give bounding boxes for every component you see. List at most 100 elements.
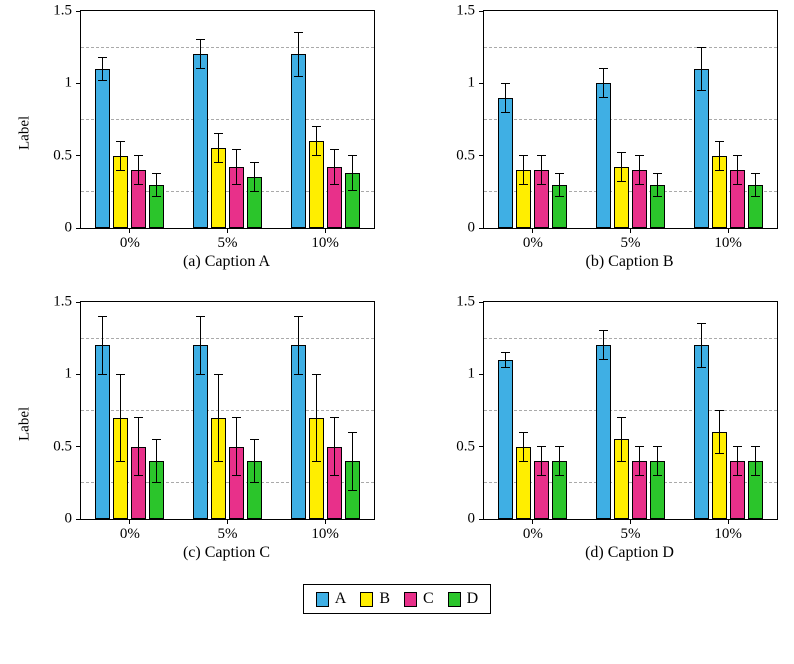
y-tick bbox=[479, 301, 484, 303]
y-tick bbox=[76, 446, 81, 448]
y-tick-label: 1 bbox=[467, 365, 476, 382]
error-bar bbox=[559, 446, 561, 476]
x-tick bbox=[630, 519, 631, 524]
error-bar bbox=[315, 374, 317, 462]
error-bar bbox=[523, 432, 525, 462]
legend-label: D bbox=[466, 590, 479, 607]
x-tick bbox=[630, 228, 631, 233]
y-axis-label bbox=[419, 301, 437, 546]
error-bar-cap bbox=[196, 373, 205, 375]
y-tick-label: 1.5 bbox=[53, 2, 72, 19]
gridline bbox=[484, 119, 777, 120]
error-bar-cap bbox=[617, 417, 626, 419]
error-bar bbox=[218, 374, 219, 462]
error-bar-cap bbox=[555, 172, 565, 174]
y-tick-label: 1.5 bbox=[456, 293, 475, 310]
x-tick bbox=[532, 228, 534, 233]
error-bar-cap bbox=[732, 475, 742, 477]
legend-swatch-D bbox=[447, 591, 461, 607]
y-tick bbox=[479, 446, 484, 448]
x-tick bbox=[532, 519, 534, 524]
y-tick bbox=[479, 227, 484, 229]
error-bar-cap bbox=[293, 75, 303, 77]
x-tick-label: 10% bbox=[714, 526, 742, 542]
gridline bbox=[81, 119, 374, 120]
error-bar-cap bbox=[696, 366, 706, 368]
error-bar-cap bbox=[134, 475, 144, 477]
subplot-d: 0 0.5 1 1.5 0% 5% 10% (d) Caption D bbox=[419, 294, 778, 562]
error-bar bbox=[236, 149, 237, 185]
error-bar-cap bbox=[134, 184, 144, 186]
error-bar bbox=[559, 173, 561, 197]
x-tick-label: 5% bbox=[217, 235, 238, 251]
error-bar bbox=[315, 126, 317, 156]
error-bar-cap bbox=[696, 90, 706, 92]
error-bar-cap bbox=[196, 39, 205, 41]
subplot-a: Label 0 0.5 1 1.5 0% 5% 10% (a) Caption A bbox=[16, 3, 375, 271]
y-tick-label: 0 bbox=[64, 219, 73, 236]
plot-area-d: 0 0.5 1 1.5 0% 5% 10% bbox=[456, 294, 778, 542]
error-bar bbox=[523, 155, 525, 185]
x-tick-label: 10% bbox=[714, 235, 742, 251]
error-bar bbox=[351, 155, 353, 191]
error-bar-cap bbox=[537, 184, 547, 186]
subplot-b-plot-row: 0 0.5 1 1.5 0% 5% 10% bbox=[419, 3, 778, 255]
error-bar-cap bbox=[501, 366, 511, 368]
plot-area-c: 0 0.5 1 1.5 0% 5% 10% bbox=[53, 294, 375, 542]
error-bar bbox=[505, 352, 507, 368]
error-bar-cap bbox=[152, 482, 162, 484]
error-bar-cap bbox=[214, 460, 223, 462]
error-bar-cap bbox=[732, 155, 742, 157]
y-tick bbox=[76, 82, 81, 84]
legend-swatch-B bbox=[360, 591, 374, 607]
bar-A bbox=[498, 97, 514, 228]
error-bar-cap bbox=[555, 475, 565, 477]
error-bar-cap bbox=[599, 359, 608, 361]
y-axis-label: Label bbox=[16, 115, 33, 150]
error-bar bbox=[754, 173, 756, 197]
error-bar bbox=[156, 439, 158, 483]
error-bar-cap bbox=[329, 149, 339, 151]
error-bar-cap bbox=[696, 46, 706, 48]
gridline bbox=[484, 337, 777, 339]
error-bar-cap bbox=[329, 417, 339, 419]
error-bar-cap bbox=[635, 446, 644, 448]
plot-area-a: 0 0.5 1 1.5 0% 5% 10% bbox=[53, 3, 375, 251]
y-tick bbox=[76, 155, 81, 157]
error-bar-cap bbox=[714, 410, 724, 411]
error-bar bbox=[333, 149, 335, 185]
y-tick-label: 1.5 bbox=[53, 293, 72, 310]
error-bar-cap bbox=[293, 32, 303, 34]
x-tick bbox=[227, 519, 228, 524]
subplot-d-plot-row: 0 0.5 1 1.5 0% 5% 10% bbox=[419, 294, 778, 546]
error-bar-cap bbox=[98, 56, 108, 58]
x-tick bbox=[324, 228, 326, 233]
x-tick bbox=[727, 228, 729, 233]
subplot-c-plot-row: Label 0 0.5 1 1.5 0% 5% 10% bbox=[16, 294, 375, 546]
error-bar-cap bbox=[347, 489, 357, 491]
error-bar-cap bbox=[250, 191, 259, 193]
error-bar bbox=[657, 446, 658, 476]
error-bar-cap bbox=[519, 460, 529, 462]
error-bar-cap bbox=[152, 438, 162, 440]
error-bar bbox=[639, 155, 640, 185]
error-bar-cap bbox=[617, 152, 626, 154]
gridline bbox=[81, 482, 374, 484]
y-tick bbox=[76, 373, 81, 375]
error-bar-cap bbox=[250, 162, 259, 164]
error-bar bbox=[120, 141, 122, 171]
y-axis-label: Label bbox=[16, 406, 33, 441]
error-bar bbox=[138, 417, 140, 476]
x-tick bbox=[129, 228, 131, 233]
error-bar bbox=[736, 155, 738, 185]
error-bar-cap bbox=[537, 155, 547, 157]
legend-swatch-A bbox=[315, 591, 329, 607]
error-bar-cap bbox=[501, 111, 511, 113]
error-bar-cap bbox=[134, 155, 144, 157]
error-bar-cap bbox=[732, 184, 742, 186]
error-bar bbox=[736, 446, 738, 476]
x-tick-label: 0% bbox=[522, 526, 543, 542]
error-bar-cap bbox=[347, 189, 357, 191]
error-bar bbox=[297, 316, 299, 375]
